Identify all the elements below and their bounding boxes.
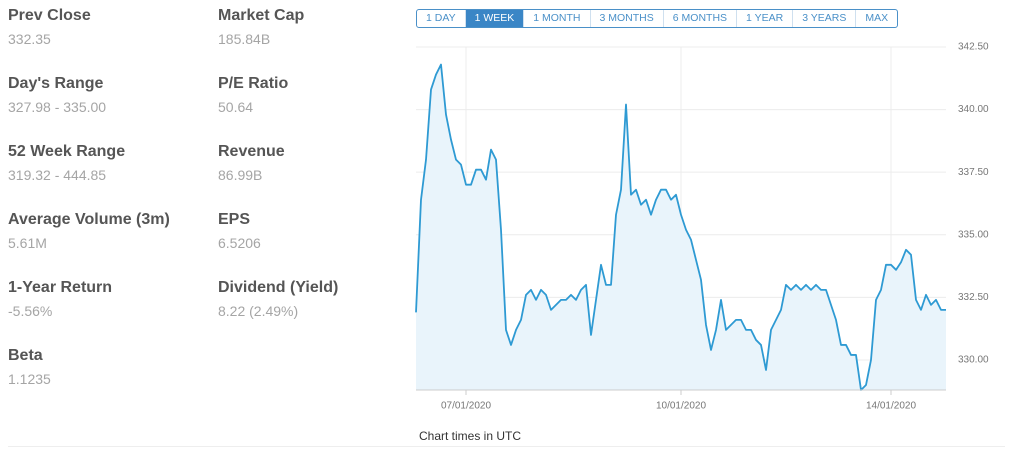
- y-tick-label: 337.50: [958, 167, 989, 178]
- stat-label: P/E Ratio: [218, 75, 289, 92]
- stat-label: Average Volume (3m): [8, 211, 170, 228]
- y-tick-label: 340.00: [958, 104, 989, 115]
- line: [415, 63, 946, 391]
- range-button[interactable]: 6 MONTHS: [664, 10, 738, 27]
- stat-value: 6.5206: [218, 235, 261, 251]
- stat-value: 50.64: [218, 99, 254, 115]
- stat-item: Beta 1.1235: [8, 346, 208, 388]
- range-selector: 1 DAY 1 WEEK 1 MONTH 3 MONTHS 6 MONTHS 1 YEAR…: [416, 9, 899, 28]
- stat-item: Dividend (Yield) 8.22 (2.49%): [218, 278, 418, 320]
- stat-item: Revenue 86.99B: [218, 142, 418, 184]
- stat-value: 319.32 - 444.85: [8, 167, 107, 183]
- range-button[interactable]: 1 MONTH: [524, 10, 591, 27]
- stat-label: 1-Year Return: [8, 279, 113, 296]
- y-tick-label: 332.50: [958, 292, 989, 303]
- stat-value: 327.98 - 335.00: [8, 99, 107, 115]
- y-tick-label: 335.00: [958, 229, 989, 240]
- stat-item: P/E Ratio 50.64: [218, 74, 418, 116]
- stat-value: 8.22 (2.49%): [218, 303, 299, 319]
- stat-item: EPS 6.5206: [218, 210, 418, 252]
- stat-item: Average Volume (3m) 5.61M: [8, 210, 208, 252]
- stat-value: 185.84B: [218, 31, 271, 47]
- range-button[interactable]: 1 DAY: [417, 10, 466, 27]
- stat-value: 332.35: [8, 31, 51, 47]
- range-button[interactable]: 3 YEARS: [793, 10, 857, 27]
- divider: [8, 446, 1005, 447]
- stat-label: Prev Close: [8, 7, 91, 24]
- area: [416, 64, 946, 390]
- stat-item: Day's Range 327.98 - 335.00: [8, 74, 208, 116]
- stat-label: Dividend (Yield): [218, 279, 339, 296]
- stat-item: Prev Close 332.35: [8, 6, 208, 48]
- stat-label: EPS: [218, 211, 251, 228]
- stat-label: 52 Week Range: [8, 143, 126, 160]
- x-tick-label: 10/01/2020: [656, 401, 706, 412]
- stat-item: 52 Week Range 319.32 - 444.85: [8, 142, 208, 184]
- stat-label: Day's Range: [8, 75, 104, 92]
- x-tick-label: 07/01/2020: [441, 401, 491, 412]
- range-button[interactable]: 3 MONTHS: [591, 10, 664, 27]
- y-tick-label: 342.50: [958, 42, 989, 53]
- chart-note: Chart times in UTC: [419, 429, 522, 443]
- stat-label: Beta: [8, 347, 43, 364]
- range-button[interactable]: 1 YEAR: [737, 10, 794, 27]
- stat-item: Market Cap 185.84B: [218, 6, 418, 48]
- stat-label: Market Cap: [218, 7, 305, 24]
- stat-item: 1-Year Return -5.56%: [8, 278, 208, 320]
- stat-label: Revenue: [218, 143, 285, 160]
- stat-value: 86.99B: [218, 167, 263, 183]
- range-button[interactable]: 1 WEEK: [465, 10, 525, 27]
- x-tick-label: 14/01/2020: [866, 401, 916, 412]
- y-tick-label: 330.00: [958, 355, 989, 366]
- stat-value: -5.56%: [8, 303, 53, 319]
- stat-value: 5.61M: [8, 235, 47, 251]
- stat-value: 1.1235: [8, 371, 51, 387]
- range-button[interactable]: MAX: [865, 12, 889, 24]
